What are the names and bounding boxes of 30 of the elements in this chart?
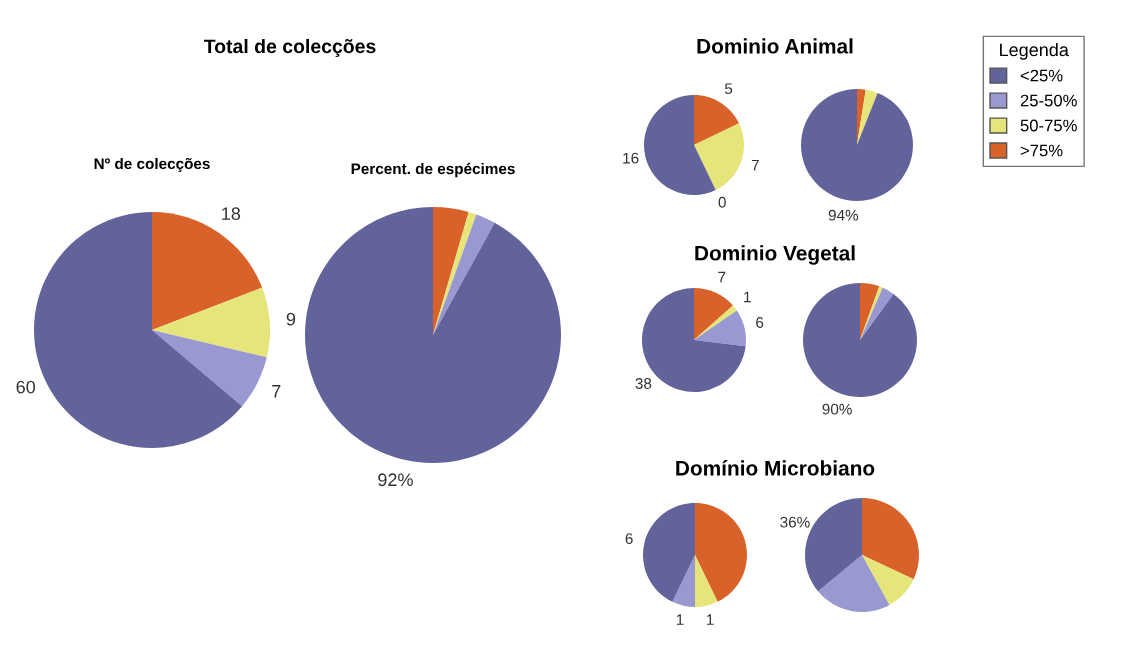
data-label: 6 [625,533,633,545]
chart-title: Domínio Microbiano [676,460,875,476]
data-label: 36% [780,516,810,528]
text: 0 [718,196,726,208]
data-label: 7 [718,271,726,283]
chart-subtitle: Percent. de espécimes [351,162,515,178]
legend-label: 50-75% [1020,119,1077,132]
data-label: 16 [623,152,639,164]
legend-label: <25% [1020,69,1063,82]
data-label: 5 [724,83,733,95]
data-label: 18 [222,207,241,221]
data-label: 1 [676,614,684,625]
data-label: 1 [706,614,714,625]
data-label: 60 [16,380,36,394]
data-label: 7 [751,159,759,171]
legend-label: 25-50% [1020,94,1077,107]
legend-title: Legenda [1000,43,1069,60]
data-label: 6 [756,317,764,328]
text: Nº de colecções [94,157,210,173]
legend-label: >75% [1020,144,1063,157]
chart-title: Dominio Animal [697,38,853,54]
data-label: 7 [272,385,281,398]
chart-title: Dominio Vegetal [695,245,855,265]
data-label: 90% [822,403,852,415]
data-label: 1 [744,291,751,303]
data-label: 92% [378,473,413,487]
chart-title: Total de colecções [203,38,376,58]
data-label: 94% [828,209,859,221]
data-label: 38 [635,378,652,389]
data-label: 9 [286,312,296,326]
